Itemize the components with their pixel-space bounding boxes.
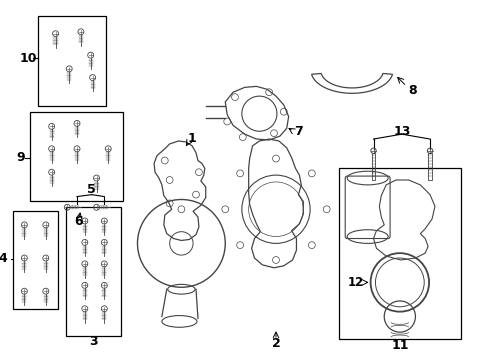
Text: 9: 9 bbox=[16, 151, 25, 164]
Text: 10: 10 bbox=[20, 51, 37, 64]
Text: 4: 4 bbox=[0, 252, 7, 265]
Bar bbox=[427, 153, 431, 180]
Text: 7: 7 bbox=[293, 125, 302, 138]
Text: 5: 5 bbox=[87, 183, 96, 196]
Bar bbox=[339, 168, 460, 339]
Text: 12: 12 bbox=[347, 276, 364, 289]
Bar bbox=[66, 207, 121, 336]
Bar bbox=[38, 16, 106, 106]
Bar bbox=[13, 211, 58, 309]
Text: 11: 11 bbox=[390, 339, 408, 352]
Text: 6: 6 bbox=[75, 215, 83, 229]
Text: 13: 13 bbox=[392, 125, 409, 138]
Bar bbox=[371, 153, 375, 180]
Bar bbox=[30, 112, 122, 202]
Text: 1: 1 bbox=[187, 131, 196, 145]
Text: 3: 3 bbox=[89, 336, 98, 348]
Text: 2: 2 bbox=[271, 337, 280, 350]
Text: 8: 8 bbox=[407, 84, 416, 97]
